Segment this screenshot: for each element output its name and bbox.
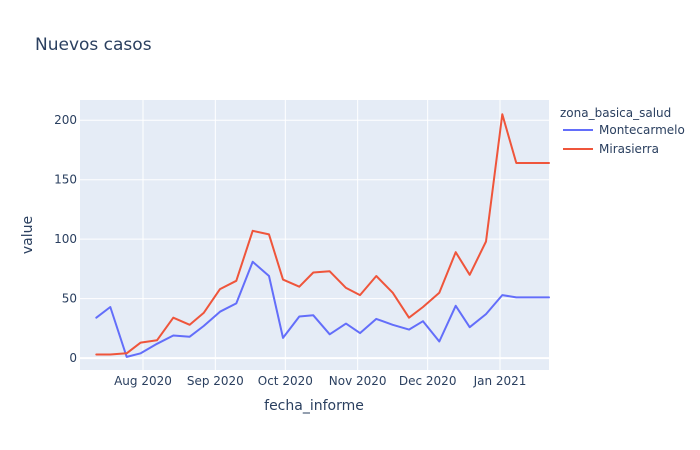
series-line-mirasierra [95, 113, 550, 356]
horizontal-gridlines [80, 119, 549, 360]
x-tick-label: Jan 2021 [473, 374, 527, 388]
series-lines [95, 113, 550, 358]
legend-title: zona_basica_salud [560, 106, 671, 120]
legend-label: Montecarmelo [599, 123, 685, 137]
y-tick-label: 0 [69, 351, 77, 365]
chart-title: Nuevos casos [35, 35, 152, 55]
legend: zona_basica_salud Montecarmelo Mirasierra [560, 106, 685, 156]
y-tick-label: 150 [54, 173, 77, 187]
y-axis-title: value [20, 216, 36, 254]
legend-label: Mirasierra [599, 142, 659, 156]
vertical-gridlines [142, 100, 501, 370]
x-axis-ticks: Aug 2020 Sep 2020 Oct 2020 Nov 2020 Dec 2020… [114, 374, 526, 388]
y-tick-label: 50 [62, 292, 77, 306]
y-tick-label: 100 [54, 232, 77, 246]
series-line-montecarmelo [95, 260, 550, 358]
x-tick-label: Aug 2020 [114, 374, 172, 388]
x-axis-title: fecha_informe [264, 398, 364, 414]
y-tick-label: 200 [54, 113, 77, 127]
x-tick-label: Dec 2020 [399, 374, 457, 388]
legend-items: Montecarmelo Mirasierra [563, 123, 685, 156]
plot-area [80, 100, 549, 370]
y-axis-ticks: 0 50 100 150 200 [54, 113, 77, 365]
x-tick-label: Oct 2020 [258, 374, 313, 388]
x-tick-label: Nov 2020 [329, 374, 387, 388]
x-tick-label: Sep 2020 [187, 374, 244, 388]
